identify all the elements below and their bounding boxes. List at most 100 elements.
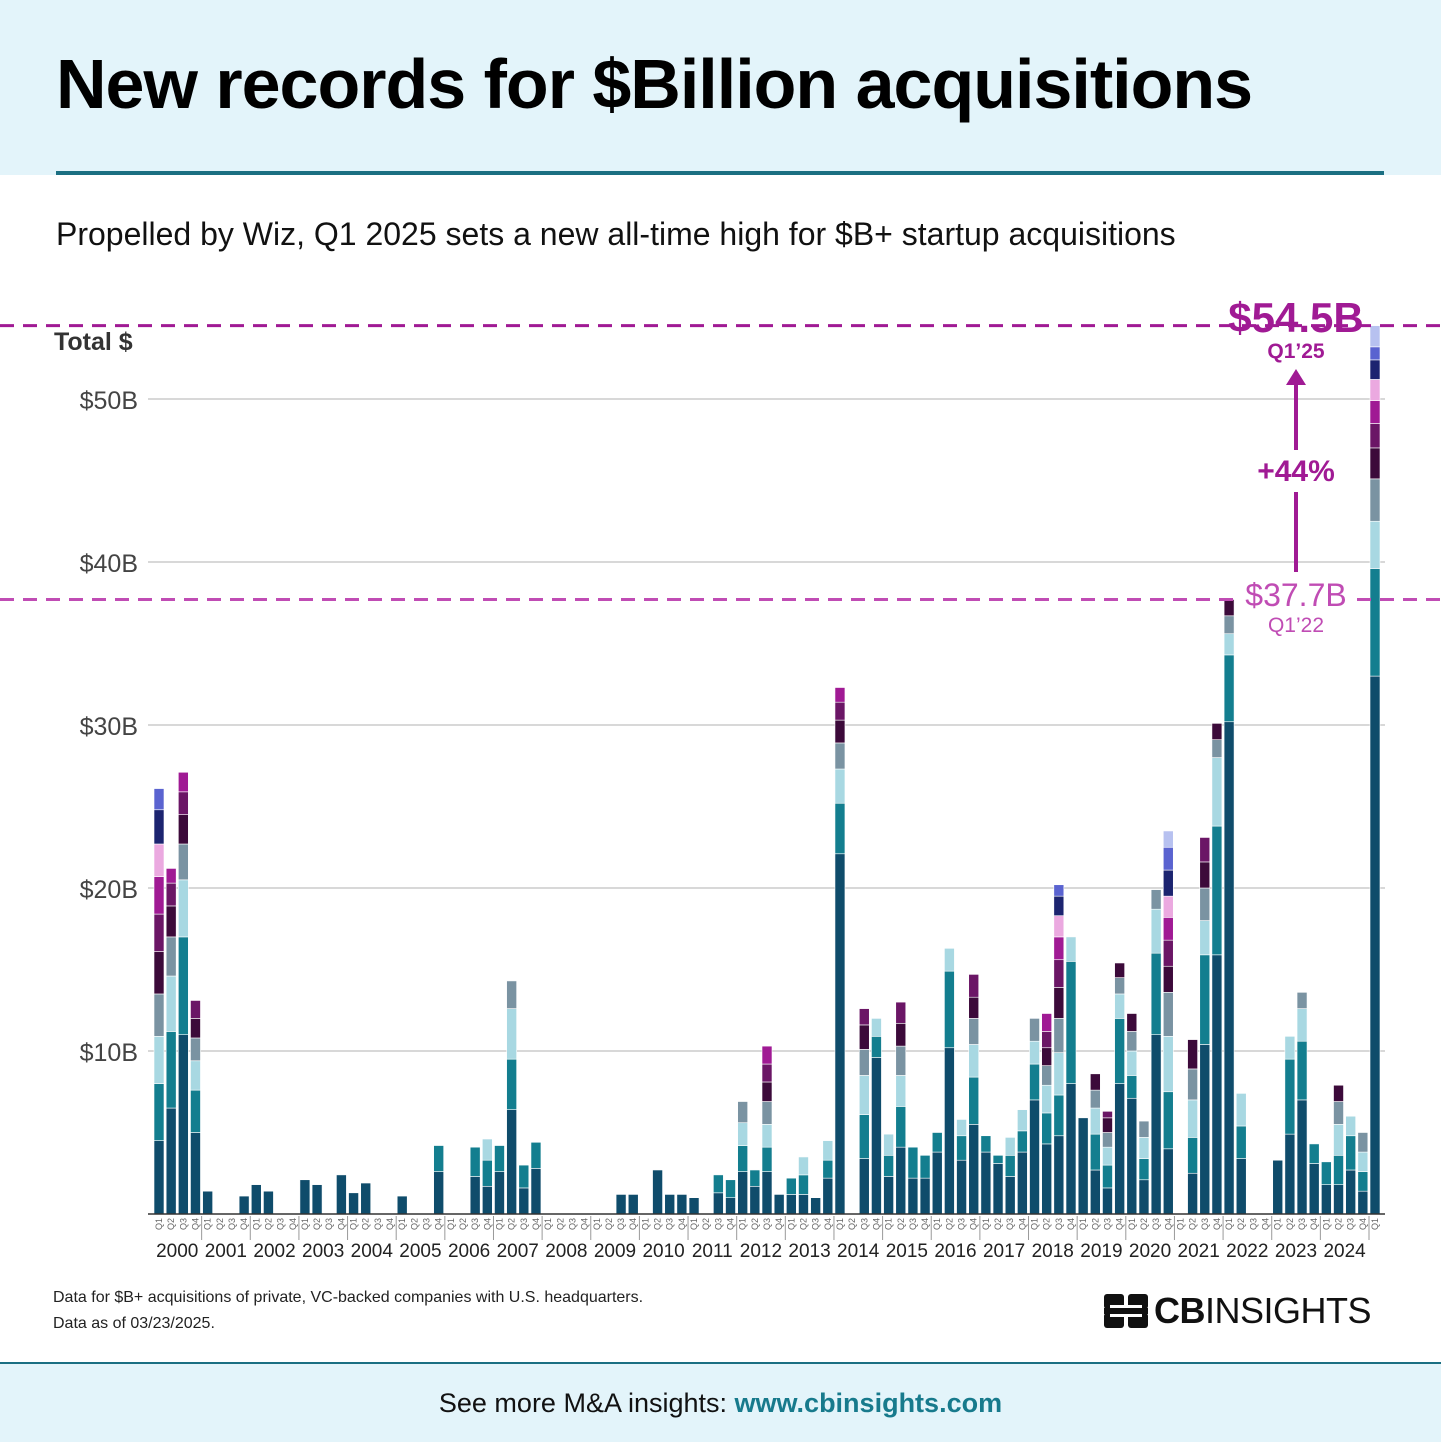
x-quarter-label: Q1 — [543, 1218, 553, 1230]
bar-segment — [1199, 837, 1211, 863]
data-footnote: Data for $B+ acquisitions of private, VC… — [53, 1289, 644, 1306]
bar-2012-Q4 — [773, 1194, 785, 1215]
x-quarter-label: Q3 — [1248, 1218, 1258, 1230]
bar-segment — [1296, 1099, 1308, 1215]
bar-2006-Q3 — [469, 1146, 481, 1215]
bar-segment — [834, 719, 846, 744]
x-quarter-label: Q2 — [1236, 1218, 1246, 1230]
bar-segment — [1187, 1099, 1198, 1138]
x-quarter-label: Q4 — [677, 1218, 687, 1230]
bar-segment — [1090, 1089, 1101, 1109]
bar-2011-Q4 — [725, 1179, 736, 1215]
bar-segment — [713, 1174, 724, 1194]
bar-segment — [1041, 1013, 1052, 1032]
bar-segment — [822, 1140, 834, 1161]
bar-2018-Q3 — [1053, 884, 1065, 1215]
bar-segment — [786, 1177, 797, 1195]
x-quarter-label: Q2 — [604, 1218, 614, 1230]
growth-arrow-head — [1286, 369, 1306, 385]
bar-segment — [1296, 1040, 1308, 1101]
bar-2012-Q3 — [761, 1045, 773, 1215]
bar-segment — [190, 1132, 201, 1215]
bar-segment — [178, 879, 189, 938]
bar-segment — [506, 980, 517, 1009]
bar-segment — [1102, 1132, 1113, 1148]
bar-segment — [1053, 884, 1065, 897]
bar-segment — [1369, 568, 1381, 677]
bar-2013-Q3 — [810, 1197, 821, 1215]
footer-link[interactable]: www.cbinsights.com — [734, 1388, 1003, 1418]
bar-segment — [822, 1177, 834, 1215]
x-quarter-label: Q4 — [1212, 1218, 1222, 1230]
bar-segment — [1029, 1018, 1040, 1042]
bar-segment — [190, 1037, 201, 1062]
bar-2017-Q4 — [1017, 1109, 1028, 1215]
bar-2022-Q2 — [1235, 1093, 1247, 1215]
bar-segment — [250, 1184, 262, 1215]
x-quarter-label: Q1 — [203, 1218, 213, 1230]
x-year-label: 2012 — [740, 1241, 782, 1262]
bar-segment — [956, 1159, 967, 1215]
bar-segment — [178, 1034, 189, 1215]
x-year-label: 2017 — [983, 1241, 1025, 1262]
bar-segment — [1369, 447, 1381, 480]
bar-segment — [1187, 1039, 1198, 1070]
bar-segment — [871, 1057, 882, 1215]
bar-segment — [907, 1177, 919, 1215]
bar-segment — [1369, 478, 1381, 522]
bar-segment — [749, 1185, 761, 1215]
bar-segment — [895, 1022, 907, 1047]
x-quarter-label: Q1 — [446, 1218, 456, 1230]
bar-2018-Q1 — [1029, 1018, 1040, 1215]
bar-segment — [968, 1076, 980, 1125]
x-year-label: 2014 — [837, 1241, 880, 1262]
x-year-label: 2001 — [205, 1241, 247, 1262]
x-quarter-label: Q2 — [1042, 1218, 1052, 1230]
bar-2000-Q2 — [165, 868, 177, 1215]
bar-segment — [737, 1145, 748, 1172]
bar-2007-Q2 — [506, 980, 517, 1215]
bar-segment — [1102, 1187, 1113, 1215]
bar-2014-Q1 — [834, 687, 846, 1215]
bar-2002-Q1 — [250, 1184, 262, 1215]
x-quarter-label: Q4 — [1017, 1218, 1027, 1230]
bar-segment — [482, 1159, 493, 1187]
x-quarter-label: Q4 — [434, 1218, 444, 1230]
bar-segment — [1369, 359, 1381, 380]
bar-segment — [299, 1179, 311, 1215]
bar-segment — [1029, 1099, 1040, 1215]
bar-segment — [1284, 1036, 1296, 1060]
x-quarter-label: Q2 — [944, 1218, 954, 1230]
x-year-label: 2016 — [934, 1241, 976, 1262]
bars — [153, 325, 1381, 1215]
x-quarter-label: Q4 — [1358, 1218, 1368, 1230]
bar-segment — [931, 1132, 943, 1153]
previous-value-backdrop — [1238, 578, 1354, 612]
bar-segment — [761, 1045, 773, 1065]
x-quarter-label: Q4 — [531, 1218, 541, 1230]
x-quarter-label: Q1 — [300, 1218, 310, 1230]
bar-2010-Q3 — [664, 1194, 676, 1215]
bar-segment — [506, 1008, 517, 1060]
bar-segment — [1187, 1172, 1198, 1215]
bar-segment — [1235, 1158, 1247, 1215]
bar-segment — [1162, 846, 1174, 871]
bar-segment — [834, 742, 846, 770]
bar-segment — [165, 868, 177, 884]
bar-segment — [1211, 757, 1223, 827]
bar-segment — [761, 1171, 773, 1215]
x-quarter-label: Q1 — [786, 1218, 796, 1230]
x-quarter-label: Q2 — [361, 1218, 371, 1230]
bar-segment — [1077, 1117, 1089, 1215]
bar-segment — [615, 1194, 627, 1215]
x-quarter-label: Q4 — [190, 1218, 200, 1230]
bar-segment — [895, 1001, 907, 1024]
bar-2014-Q3 — [858, 1008, 870, 1215]
x-quarter-label: Q2 — [1285, 1218, 1295, 1230]
bar-segment — [1272, 1159, 1284, 1215]
bar-segment — [1199, 1044, 1211, 1215]
bar-segment — [1162, 939, 1174, 967]
page-title: New records for $Billion acquisitions — [56, 45, 1253, 123]
bar-segment — [360, 1182, 372, 1215]
bar-segment — [153, 951, 165, 995]
